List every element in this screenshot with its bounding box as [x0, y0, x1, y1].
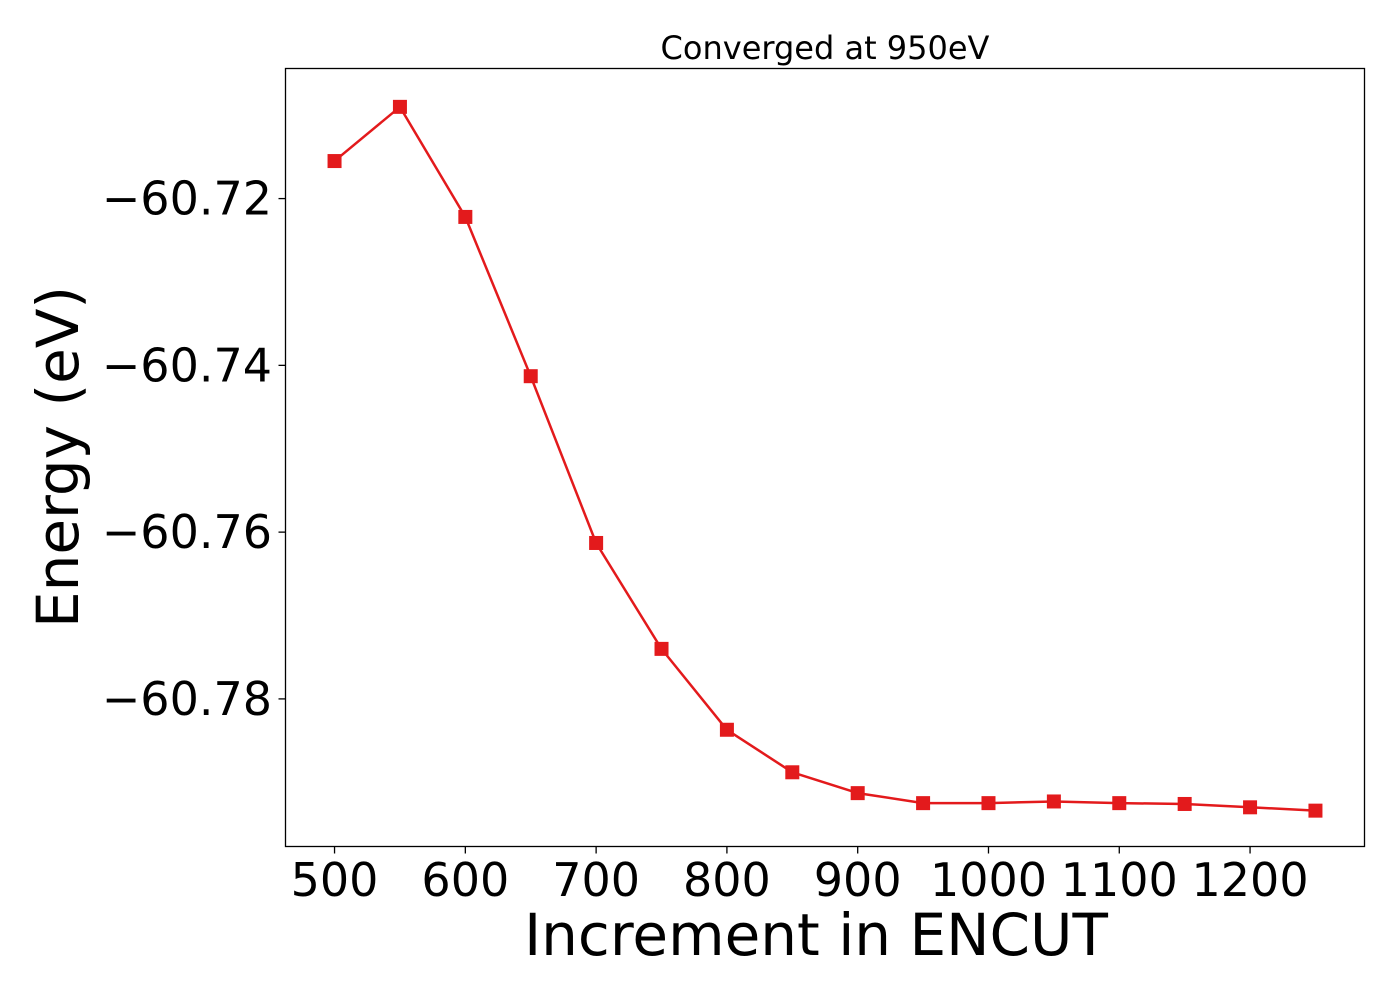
x-axis-label: Increment in ENCUT [524, 901, 1108, 969]
y-axis-label: Energy (eV) [24, 286, 92, 628]
x-axis-ticks: 500 600 700 800 900 1000 1100 1200 [291, 846, 1309, 907]
x-tick-label: 700 [552, 853, 640, 907]
data-point-marker [1046, 794, 1061, 809]
data-point-marker [916, 796, 931, 811]
data-series [327, 99, 1323, 818]
x-tick-label: 1000 [930, 853, 1047, 907]
data-point-marker [1308, 803, 1323, 818]
chart-title: Converged at 950eV [661, 29, 990, 67]
y-tick-label: −60.72 [102, 172, 272, 226]
y-tick-label: −60.76 [102, 505, 272, 559]
y-tick-label: −60.74 [102, 338, 272, 392]
data-point-marker [523, 369, 538, 384]
x-tick-label: 900 [814, 853, 902, 907]
data-point-marker [981, 796, 996, 811]
data-point-marker [1243, 800, 1258, 815]
data-point-marker [392, 99, 407, 114]
x-tick-label: 500 [291, 853, 379, 907]
x-tick-label: 600 [421, 853, 509, 907]
x-tick-label: 1200 [1192, 853, 1309, 907]
data-point-marker [1112, 796, 1127, 811]
series-line [333, 105, 1316, 812]
y-tick-label: −60.78 [102, 672, 272, 726]
data-point-marker [719, 722, 734, 737]
data-point-marker [458, 209, 473, 224]
x-tick-label: 1100 [1061, 853, 1178, 907]
y-axis-ticks: −60.72 −60.74 −60.76 −60.78 [102, 172, 286, 726]
plot-frame [284, 67, 1366, 848]
data-point-marker [785, 765, 800, 780]
data-point-marker [654, 641, 669, 656]
data-point-marker [850, 786, 865, 801]
data-point-marker [327, 154, 342, 169]
x-tick-label: 800 [683, 853, 771, 907]
data-point-marker [1177, 796, 1192, 811]
data-point-marker [589, 535, 604, 550]
